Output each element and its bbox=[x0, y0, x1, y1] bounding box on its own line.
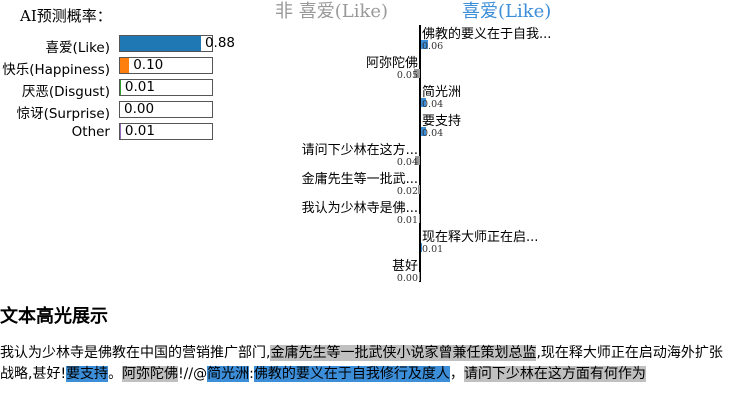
highlighted-text: 我认为少林寺是佛教在中国的营销推广部门,金庸先生等一批武侠小说家曾兼任策划总监,… bbox=[0, 343, 731, 385]
feature-weight-bar bbox=[414, 69, 420, 78]
highlight-title: 文本高光展示 bbox=[0, 306, 108, 327]
highlighted-segment: 要支持 bbox=[66, 366, 109, 382]
text-segment: ， bbox=[449, 366, 464, 382]
probability-bar-fill bbox=[120, 124, 121, 139]
feature-weight-bar bbox=[419, 272, 420, 281]
feature-weight-value: 0.04 bbox=[422, 128, 444, 139]
probability-bar: 0.00 bbox=[119, 101, 213, 118]
probability-value: 0.00 bbox=[124, 101, 155, 117]
feature-weight-value: 0.06 bbox=[422, 41, 444, 52]
feature-weight-bar bbox=[415, 156, 420, 165]
probability-bar-fill bbox=[120, 58, 130, 73]
feature-text: 甚好 bbox=[391, 259, 418, 274]
highlighted-segment: 佛教的要义在于自我修行及度人 bbox=[253, 366, 450, 382]
feature-text: 请问下少林在这方... bbox=[301, 143, 418, 158]
feature-text: 阿弥陀佛 bbox=[365, 56, 418, 71]
probability-label: 厌恶(Disgust) bbox=[21, 84, 110, 100]
probability-label: 惊讶(Surprise) bbox=[16, 106, 110, 122]
probability-bar: 0.88 bbox=[119, 35, 235, 52]
negative-class-header: 非 喜爱(Like) bbox=[275, 1, 389, 22]
probability-label: Other bbox=[71, 124, 110, 140]
probability-bar: 0.01 bbox=[119, 123, 213, 140]
feature-weight-value: 0.02 bbox=[396, 186, 418, 197]
probability-value: 0.01 bbox=[124, 123, 155, 139]
feature-weight-bar bbox=[421, 40, 429, 49]
feature-weight-value: 0.01 bbox=[396, 215, 418, 226]
feature-weight-bar bbox=[421, 98, 426, 107]
probability-bar: 0.10 bbox=[119, 57, 213, 74]
feature-text: 佛教的要义在于自我... bbox=[422, 27, 552, 42]
feature-weight-value: 0.05 bbox=[396, 70, 418, 81]
feature-weight-bar bbox=[421, 127, 426, 136]
feature-text: 简光洲 bbox=[422, 85, 462, 100]
feature-text: 要支持 bbox=[422, 114, 462, 129]
probability-label: 快乐(Happiness) bbox=[2, 62, 110, 78]
probability-value: 0.10 bbox=[133, 57, 164, 73]
positive-class-header: 喜爱(Like) bbox=[462, 1, 552, 22]
probability-value: 0.88 bbox=[204, 35, 236, 51]
text-segment: !//@ bbox=[178, 366, 208, 382]
probability-value: 0.01 bbox=[124, 79, 155, 95]
highlighted-segment: 阿弥陀佛 bbox=[122, 366, 179, 382]
text-segment: 。 bbox=[108, 366, 123, 382]
highlighted-segment: 请问下少林在这方面有何作为 bbox=[463, 366, 646, 382]
text-segment: 我认为少林寺是佛教在中国的营销推广部门, bbox=[0, 345, 271, 361]
probability-bar-fill bbox=[120, 80, 121, 95]
probability-bar-fill bbox=[120, 36, 201, 51]
feature-weight-value: 0.00 bbox=[396, 273, 418, 284]
feature-weight-value: 0.04 bbox=[422, 99, 444, 110]
feature-text: 金庸先生等一批武... bbox=[301, 172, 418, 187]
feature-text: 现在释大师正在启... bbox=[422, 230, 539, 245]
feature-weight-bar bbox=[418, 214, 420, 223]
text-segment: ,现在释大师正在启动海外扩张战略,甚好! bbox=[0, 345, 723, 382]
probability-label: 喜爱(Like) bbox=[45, 40, 110, 56]
probability-bar: 0.01 bbox=[119, 79, 213, 96]
feature-text: 我认为少林寺是佛... bbox=[301, 201, 418, 216]
text-segment: : bbox=[249, 366, 254, 382]
highlighted-segment: 简光洲 bbox=[207, 366, 250, 382]
feature-weight-bar bbox=[421, 243, 423, 252]
feature-weight-bar bbox=[417, 185, 420, 194]
highlighted-segment: 金庸先生等一批武侠小说家曾兼任策划总监 bbox=[270, 345, 537, 361]
feature-weight-value: 0.01 bbox=[422, 244, 444, 255]
explanation-axis bbox=[419, 25, 421, 282]
probabilities-title: AI预测概率： bbox=[20, 7, 112, 25]
feature-weight-value: 0.04 bbox=[396, 157, 418, 168]
